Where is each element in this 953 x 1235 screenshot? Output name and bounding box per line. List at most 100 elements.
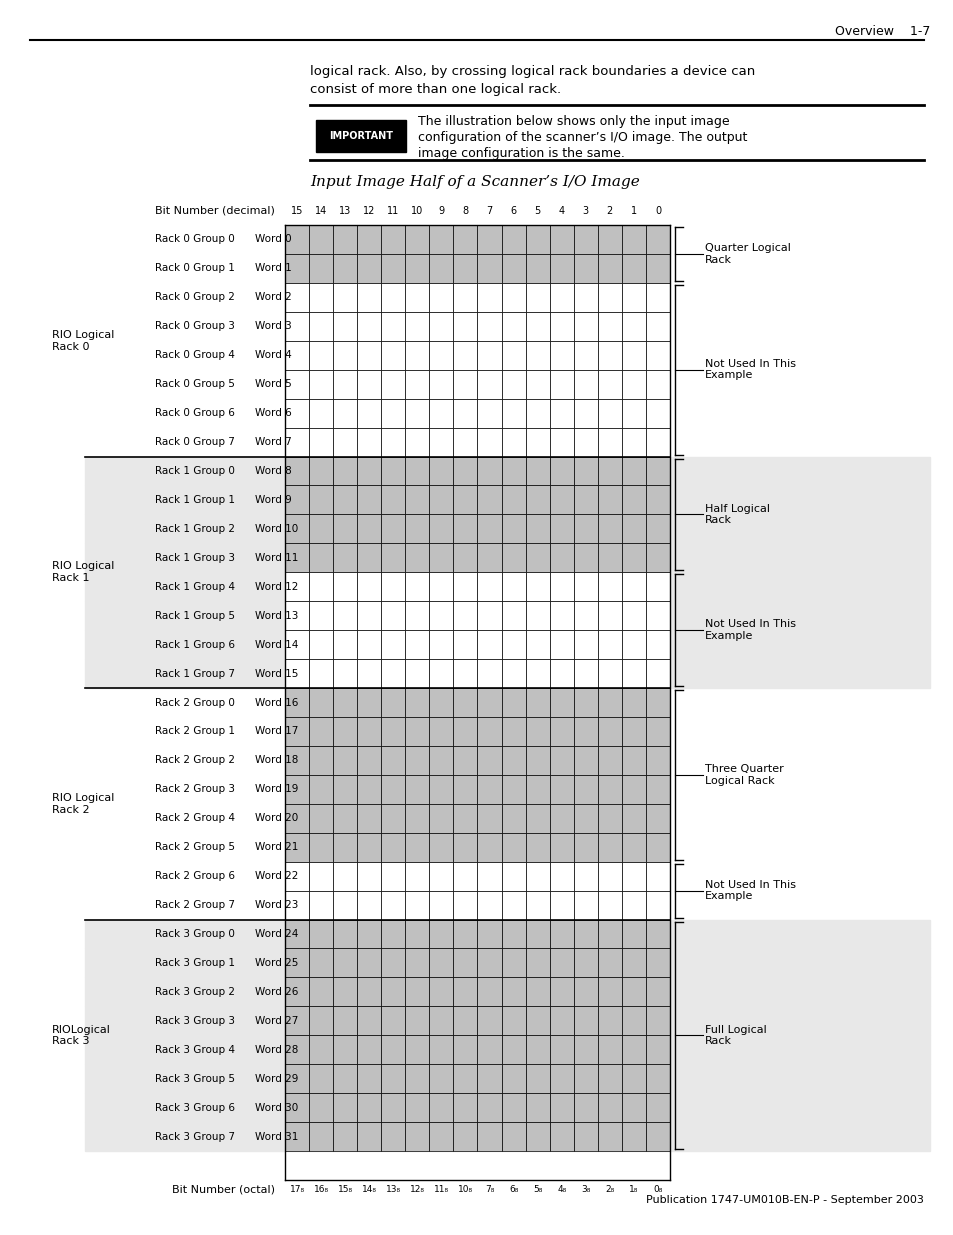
Bar <box>381 1035 405 1065</box>
Bar <box>309 1093 333 1123</box>
Bar <box>405 659 429 688</box>
Bar <box>356 977 381 1007</box>
Bar <box>621 601 645 630</box>
Bar <box>573 774 598 804</box>
Text: 10₈: 10₈ <box>457 1184 473 1194</box>
Bar <box>429 630 453 659</box>
Text: configuration of the scanner’s I/O image. The output: configuration of the scanner’s I/O image… <box>417 131 746 144</box>
Text: 1₈: 1₈ <box>629 1184 638 1194</box>
Bar <box>477 832 501 862</box>
Bar <box>429 341 453 369</box>
Bar <box>333 601 356 630</box>
Bar <box>573 572 598 601</box>
Bar <box>621 890 645 920</box>
Bar <box>356 515 381 543</box>
Bar <box>381 630 405 659</box>
Bar <box>333 369 356 399</box>
Text: Quarter Logical
Rack: Quarter Logical Rack <box>704 243 790 264</box>
Bar <box>621 283 645 311</box>
Bar <box>381 543 405 572</box>
Bar <box>309 804 333 832</box>
Bar <box>573 399 598 427</box>
Text: Rack 3 Group 1: Rack 3 Group 1 <box>154 958 234 968</box>
Text: Word 24: Word 24 <box>254 929 298 939</box>
Text: Rack 1 Group 6: Rack 1 Group 6 <box>154 640 234 650</box>
Bar <box>333 1065 356 1093</box>
Bar <box>645 572 669 601</box>
Bar <box>621 254 645 283</box>
Bar <box>453 515 477 543</box>
Bar <box>285 399 309 427</box>
Bar <box>477 1123 501 1151</box>
Bar <box>429 862 453 890</box>
Text: Rack 1 Group 1: Rack 1 Group 1 <box>154 495 234 505</box>
Bar <box>477 225 501 254</box>
Bar <box>453 311 477 341</box>
Bar <box>453 254 477 283</box>
Bar <box>405 311 429 341</box>
Bar <box>356 1065 381 1093</box>
Bar <box>333 804 356 832</box>
Bar <box>477 515 501 543</box>
Bar <box>621 659 645 688</box>
Text: Word 22: Word 22 <box>254 871 298 881</box>
Bar <box>549 457 573 485</box>
Bar <box>501 774 525 804</box>
Bar <box>573 254 598 283</box>
Bar <box>477 399 501 427</box>
Bar <box>645 369 669 399</box>
Text: Rack 0 Group 0: Rack 0 Group 0 <box>154 235 234 245</box>
Bar <box>598 630 621 659</box>
Bar <box>309 601 333 630</box>
Bar <box>405 254 429 283</box>
Bar <box>356 457 381 485</box>
Bar <box>573 341 598 369</box>
Bar <box>333 341 356 369</box>
Bar <box>645 890 669 920</box>
Bar <box>573 225 598 254</box>
Bar <box>405 572 429 601</box>
Bar <box>333 948 356 977</box>
Bar <box>333 862 356 890</box>
Bar <box>381 832 405 862</box>
Bar <box>598 862 621 890</box>
Bar <box>573 890 598 920</box>
Bar <box>405 1123 429 1151</box>
Bar <box>525 225 549 254</box>
Text: 14₈: 14₈ <box>361 1184 376 1194</box>
Bar <box>309 920 333 948</box>
Bar <box>453 1035 477 1065</box>
Text: Rack 1 Group 7: Rack 1 Group 7 <box>154 668 234 678</box>
Bar <box>309 543 333 572</box>
Bar <box>621 457 645 485</box>
Bar <box>573 543 598 572</box>
Text: Word 17: Word 17 <box>254 726 298 736</box>
Bar <box>356 688 381 718</box>
Bar <box>645 659 669 688</box>
Bar <box>477 774 501 804</box>
Bar <box>477 804 501 832</box>
Text: Rack 1 Group 5: Rack 1 Group 5 <box>154 610 234 621</box>
Bar <box>405 1035 429 1065</box>
Bar <box>573 283 598 311</box>
Bar <box>356 920 381 948</box>
Bar <box>525 1123 549 1151</box>
Text: Rack 2 Group 0: Rack 2 Group 0 <box>154 698 234 708</box>
Bar <box>381 890 405 920</box>
Bar <box>356 832 381 862</box>
Bar <box>549 311 573 341</box>
Bar <box>645 1035 669 1065</box>
Bar <box>501 1007 525 1035</box>
Bar <box>621 774 645 804</box>
Bar <box>477 311 501 341</box>
Bar <box>356 254 381 283</box>
Bar <box>477 457 501 485</box>
Bar <box>525 311 549 341</box>
Bar <box>501 485 525 515</box>
Text: Word 10: Word 10 <box>254 524 298 534</box>
Bar <box>429 890 453 920</box>
Bar <box>356 311 381 341</box>
Bar <box>598 1035 621 1065</box>
Bar <box>285 832 309 862</box>
Bar <box>405 977 429 1007</box>
